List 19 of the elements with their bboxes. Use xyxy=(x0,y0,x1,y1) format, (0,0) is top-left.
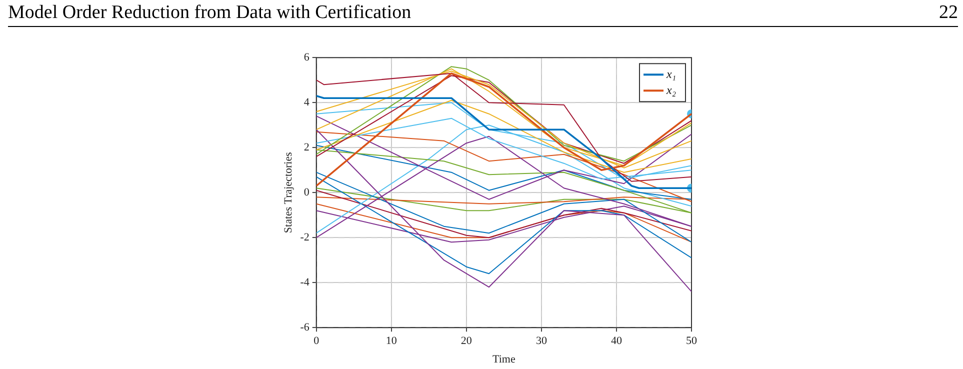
y-tick-label: -6 xyxy=(300,321,310,334)
text: 22 xyxy=(939,2,958,24)
y-tick-label: 0 xyxy=(304,186,310,198)
x-tick-label: 20 xyxy=(460,335,472,348)
x-tick-label: 0 xyxy=(314,335,320,348)
x-tick-label: 10 xyxy=(386,335,398,348)
legend-label: x₁ xyxy=(666,66,676,81)
x-tick-label: 50 xyxy=(686,335,698,348)
y-tick-label: 2 xyxy=(304,141,310,154)
y-tick-label: -2 xyxy=(300,231,310,244)
x-tick-label: 30 xyxy=(536,335,548,348)
x-axis-title: Time xyxy=(492,353,516,366)
y-axis-title: States Trajectories xyxy=(282,152,294,234)
y-tick-label: 6 xyxy=(304,51,310,64)
y-tick-label: -4 xyxy=(300,276,310,288)
x-tick-label: 40 xyxy=(610,335,622,348)
y-tick-label: 4 xyxy=(304,96,310,108)
legend-label: x₂ xyxy=(666,82,676,97)
chart-title: Model Order Reduction from Data with Certification xyxy=(8,2,412,24)
